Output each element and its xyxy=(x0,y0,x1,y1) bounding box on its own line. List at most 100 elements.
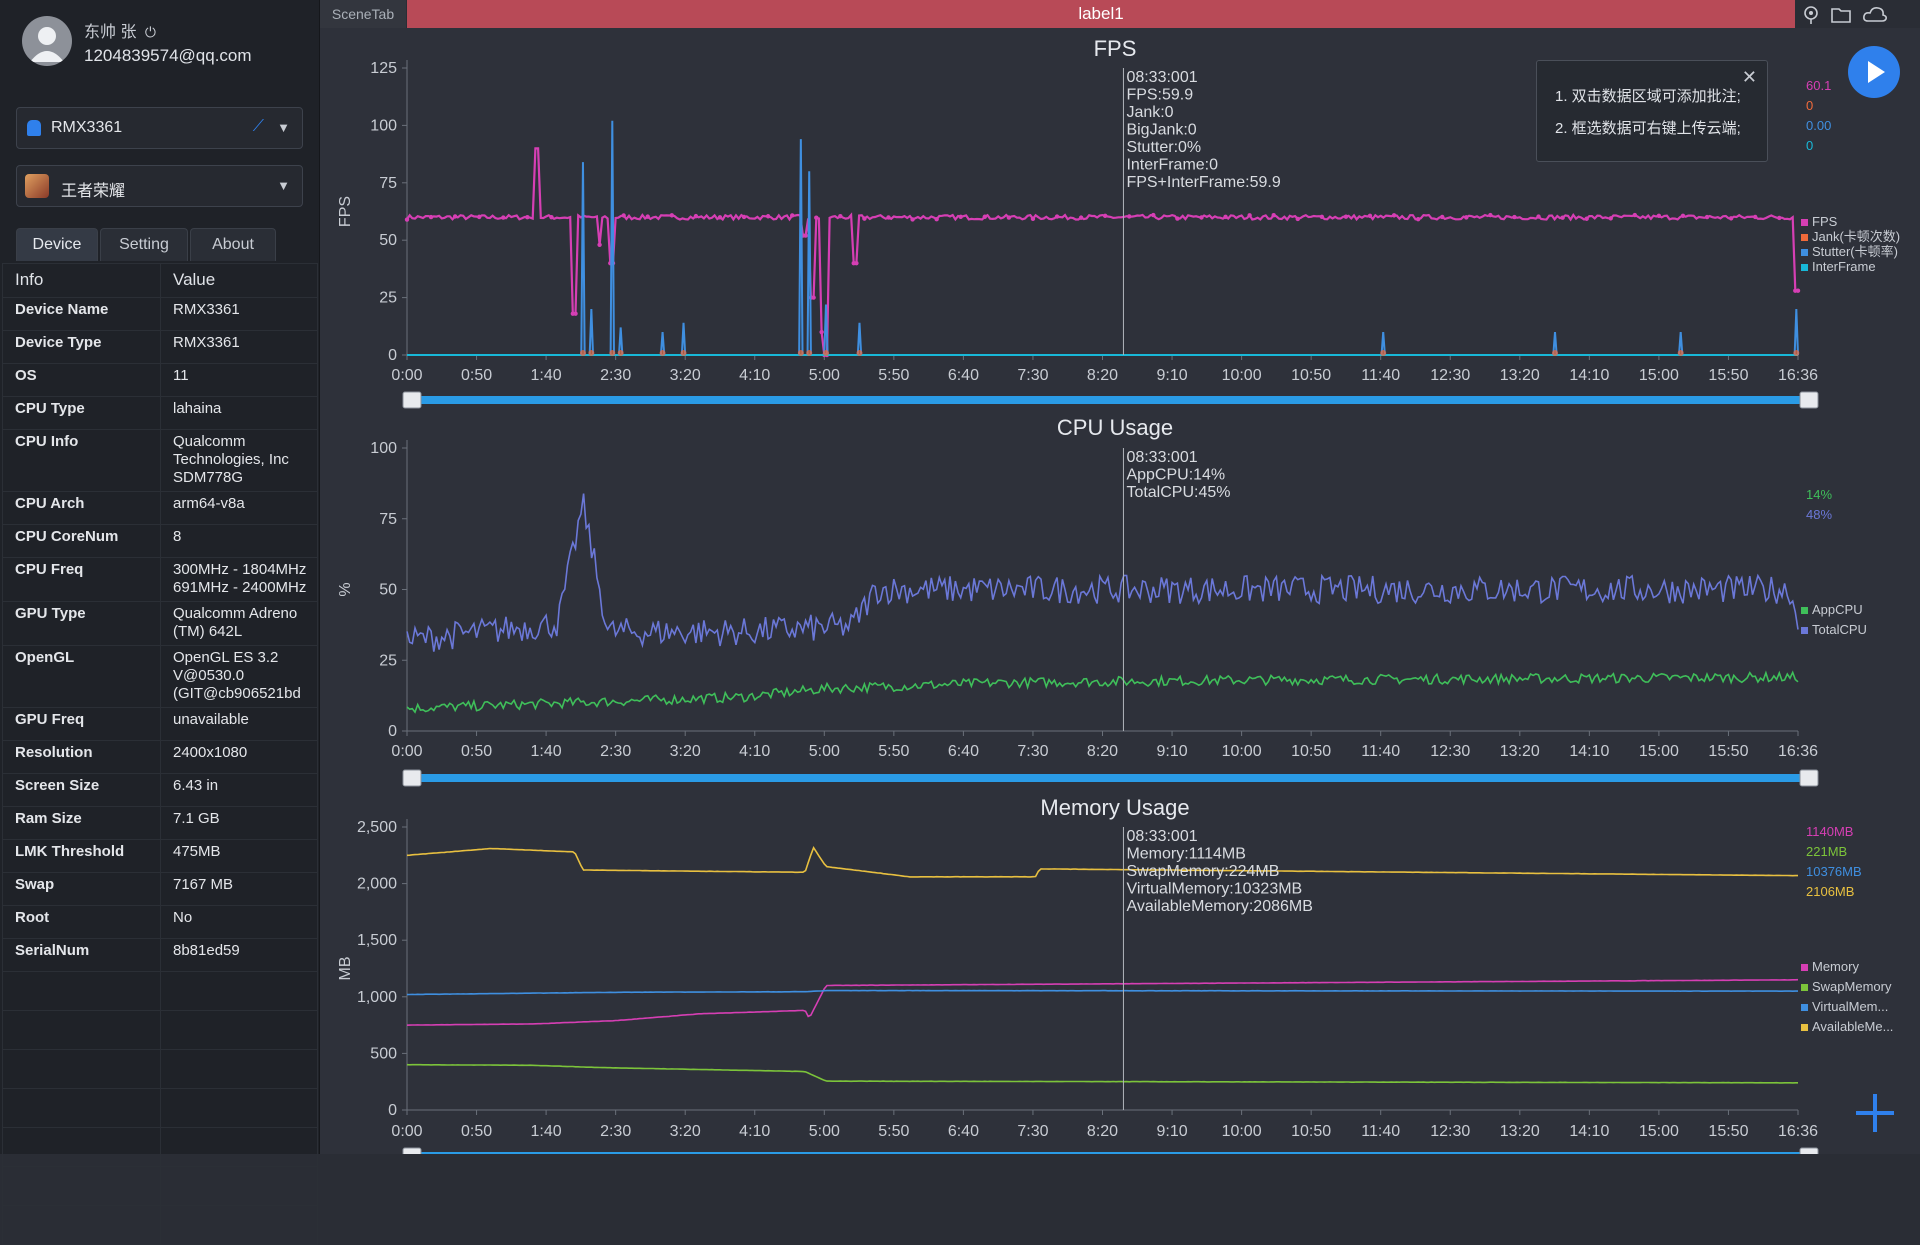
empty-row xyxy=(2,1127,318,1167)
info-key: GPU Freq xyxy=(2,707,161,741)
x-tick-label: 10:50 xyxy=(1291,367,1331,384)
info-value: arm64-v8a xyxy=(160,491,318,525)
table-row: CPU CoreNum 8 xyxy=(2,524,318,558)
legend-swatch xyxy=(1801,264,1808,271)
label-tab[interactable]: label1 xyxy=(407,0,1795,28)
fps-point xyxy=(1223,214,1228,220)
x-tick-label: 9:10 xyxy=(1156,367,1187,384)
y-tick-label: 25 xyxy=(379,652,397,669)
legend-swatch xyxy=(1801,1004,1808,1011)
fps-point xyxy=(1728,216,1734,221)
x-tick-label: 10:50 xyxy=(1291,743,1331,760)
x-tick-label: 9:10 xyxy=(1156,743,1187,760)
tab-about[interactable]: About xyxy=(190,228,276,261)
info-key: CPU Freq xyxy=(2,557,161,602)
device-select[interactable]: RMX3361 ⟋ ▼ xyxy=(16,107,303,149)
location-icon[interactable] xyxy=(1800,4,1822,26)
zoom-handle-right[interactable] xyxy=(1799,391,1819,409)
cursor-tooltip-line: 08:33:001 xyxy=(1126,69,1197,86)
info-value: 7167 MB xyxy=(160,872,318,906)
x-tick-label: 0:00 xyxy=(391,367,422,384)
tip-line-2: 2. 框选数据可右键上传云端; xyxy=(1555,120,1741,137)
current-value: 1140MB xyxy=(1806,824,1853,839)
jank-marker xyxy=(1380,350,1387,356)
cursor-tooltip-line: BigJank:0 xyxy=(1126,122,1196,139)
cursor-tooltip-line: AppCPU:14% xyxy=(1126,467,1225,484)
x-tick-label: 8:20 xyxy=(1087,1123,1118,1140)
x-tick-label: 11:40 xyxy=(1361,367,1400,384)
empty-cell xyxy=(2,1049,161,1089)
table-row: LMK Threshold 475MB xyxy=(2,839,318,873)
info-key: Swap xyxy=(2,872,161,906)
folder-icon[interactable] xyxy=(1830,4,1852,26)
chart-title: Memory Usage xyxy=(1040,795,1189,820)
cursor-tooltip-line: 08:33:001 xyxy=(1126,449,1197,466)
empty-cell xyxy=(160,1166,318,1206)
x-tick-label: 7:30 xyxy=(1017,367,1048,384)
fps-point xyxy=(549,214,554,220)
chevron-down-icon[interactable]: ▼ xyxy=(277,120,290,135)
x-tick-label: 11:40 xyxy=(1361,1123,1400,1140)
zoom-handle-right[interactable] xyxy=(1799,769,1819,787)
fps-point xyxy=(1753,214,1758,220)
cursor-tooltip-line: Memory:1114MB xyxy=(1126,846,1245,863)
play-button[interactable] xyxy=(1848,46,1900,98)
add-icon[interactable] xyxy=(1852,1090,1898,1136)
cursor-tooltip-line: FPS+InterFrame:59.9 xyxy=(1126,174,1280,191)
zoom-handle-left[interactable] xyxy=(402,769,422,787)
zoom-handle-left[interactable] xyxy=(402,391,422,409)
fps-point xyxy=(1536,214,1541,219)
wifi-link-icon[interactable]: ⟋ xyxy=(252,118,264,135)
fps-point xyxy=(814,215,819,220)
jank-marker xyxy=(609,350,616,356)
fps-point xyxy=(1795,288,1801,293)
info-value: OpenGL ES 3.2 V@0530.0 (GIT@cb906521bd xyxy=(160,645,318,708)
zoom-handle-right[interactable] xyxy=(1799,1147,1819,1154)
y-tick-label: 125 xyxy=(370,60,397,77)
jank-marker xyxy=(588,350,595,356)
table-row: CPU Info Qualcomm Technologies, Inc SDM77… xyxy=(2,429,318,492)
legend-label: SwapMemory xyxy=(1812,979,1892,994)
x-tick-label: 13:20 xyxy=(1500,367,1540,384)
table-row: Swap 7167 MB xyxy=(2,872,318,906)
fps-point xyxy=(645,214,650,219)
x-tick-label: 5:00 xyxy=(809,367,840,384)
info-value: 2400x1080 xyxy=(160,740,318,774)
x-tick-label: 10:50 xyxy=(1291,1123,1331,1140)
tab-device[interactable]: Device xyxy=(16,228,98,261)
cloud-icon[interactable] xyxy=(1862,4,1888,26)
table-row: Screen Size 6.43 in xyxy=(2,773,318,807)
app-select[interactable]: 王者荣耀 ▼ xyxy=(16,165,303,207)
tab-setting[interactable]: Setting xyxy=(100,228,188,261)
zoom-handle-left[interactable] xyxy=(402,1147,422,1154)
jank-marker xyxy=(680,350,687,356)
info-value: 7.1 GB xyxy=(160,806,318,840)
fps-point xyxy=(1704,214,1710,220)
stutter-spike xyxy=(1552,331,1558,356)
avatar[interactable] xyxy=(22,16,72,66)
cursor-tooltip-line: SwapMemory:224MB xyxy=(1126,863,1279,880)
fps-point xyxy=(1247,213,1252,218)
zoom-slider-track xyxy=(413,774,1804,782)
top-bar: SceneTab label1 xyxy=(320,0,1920,28)
chevron-down-icon[interactable]: ▼ xyxy=(277,178,290,193)
y-tick-label: 50 xyxy=(379,582,397,599)
fps-point xyxy=(862,216,867,221)
info-value: Qualcomm Technologies, Inc SDM778G xyxy=(160,429,318,492)
info-key: Device Name xyxy=(2,297,161,331)
tips-notice: 1. 双击数据区域可添加批注; 2. 框选数据可右键上传云端; ✕ xyxy=(1536,60,1768,162)
charts-area[interactable]: FPS FPS 0 25 50 75 100 125 0:00 0:50 1:40 2:30 3:20 4… xyxy=(320,28,1920,1154)
power-icon[interactable]: ⏻ xyxy=(144,24,156,40)
stutter-spike xyxy=(856,322,863,356)
legend-label: TotalCPU xyxy=(1812,622,1867,637)
fps-point xyxy=(573,311,578,316)
fps-point xyxy=(811,295,816,300)
scene-tab[interactable]: SceneTab xyxy=(320,0,406,28)
x-tick-label: 5:00 xyxy=(809,1123,840,1140)
info-key: CPU Type xyxy=(2,396,161,430)
x-tick-label: 0:00 xyxy=(391,743,422,760)
fps-point xyxy=(1512,214,1517,220)
y-tick-label: 2,000 xyxy=(357,876,397,893)
close-icon[interactable]: ✕ xyxy=(1741,67,1757,87)
x-tick-label: 6:40 xyxy=(948,1123,979,1140)
